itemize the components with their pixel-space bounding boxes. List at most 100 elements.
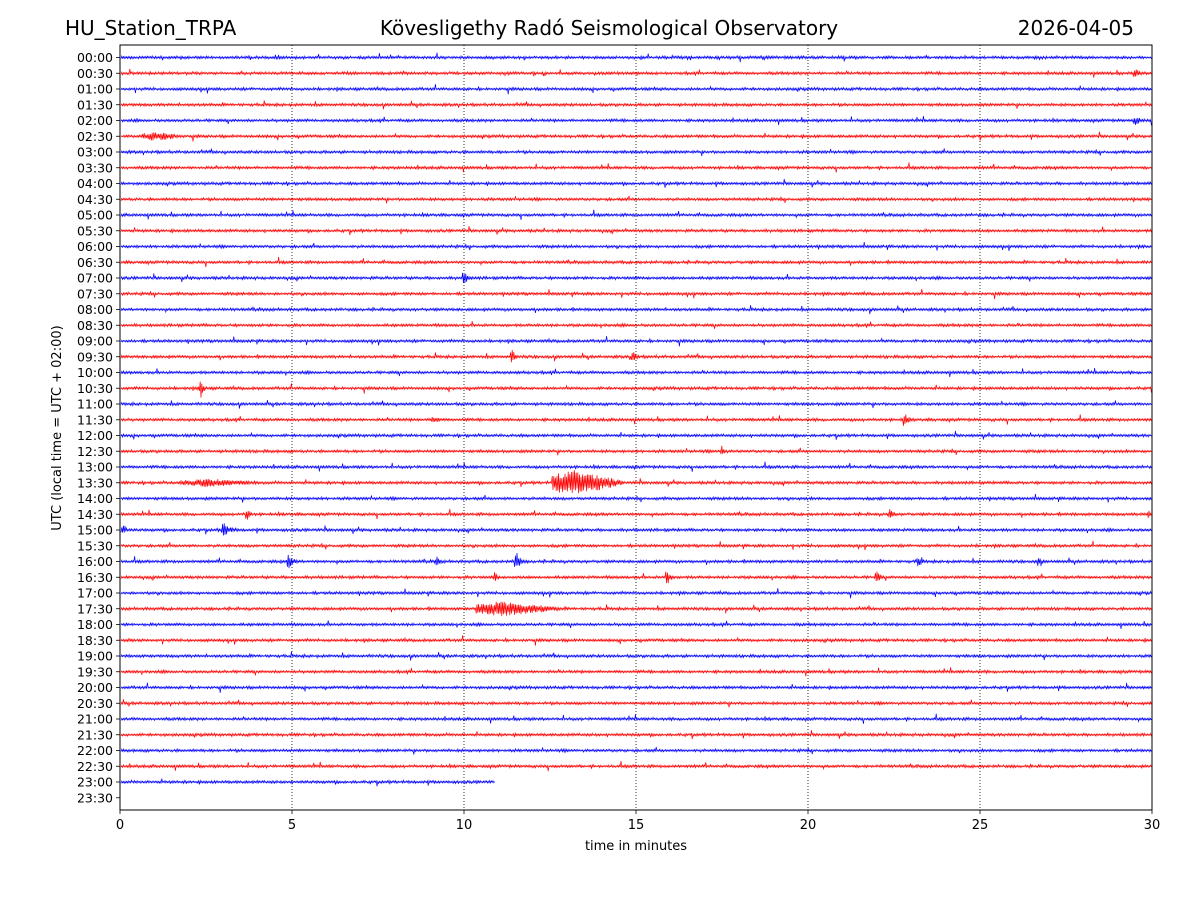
trace-0300 [120, 148, 1152, 157]
y-tick-label: 08:30 [77, 318, 113, 333]
trace-0600 [120, 241, 1152, 251]
y-tick-label: 00:30 [77, 66, 113, 81]
trace-0400 [120, 178, 1152, 188]
y-tick-label: 14:30 [77, 507, 113, 522]
observatory-title: Kövesligethy Radó Seismological Observat… [380, 16, 838, 40]
x-tick-label: 5 [288, 818, 296, 833]
x-gridlines [291, 45, 981, 810]
y-tick-label: 21:00 [77, 712, 113, 727]
trace-1630 [120, 571, 1152, 584]
trace-2230 [120, 760, 1152, 772]
y-tick-labels: 00:0000:3001:0001:3002:0002:3003:0003:30… [77, 50, 120, 805]
y-tick-label: 15:30 [77, 538, 113, 553]
trace-2100 [120, 713, 1152, 724]
trace-1930 [120, 667, 1152, 677]
station-title: HU_Station_TRPA [65, 16, 237, 40]
trace-0930 [120, 350, 1152, 363]
trace-1100 [120, 399, 1152, 409]
y-tick-label: 11:30 [77, 412, 113, 427]
y-tick-label: 07:00 [77, 271, 113, 286]
seismic-traces [120, 52, 1152, 787]
y-tick-label: 06:30 [77, 255, 113, 270]
y-tick-label: 04:30 [77, 192, 113, 207]
y-tick-label: 16:30 [77, 570, 113, 585]
y-tick-label: 12:30 [77, 444, 113, 459]
y-tick-label: 08:00 [77, 302, 113, 317]
trace-0530 [120, 226, 1152, 236]
trace-2130 [120, 730, 1152, 740]
y-tick-label: 02:00 [77, 113, 113, 128]
y-tick-label: 20:30 [77, 696, 113, 711]
trace-1000 [120, 368, 1152, 378]
trace-2200 [120, 746, 1152, 755]
trace-0200 [120, 116, 1152, 126]
trace-1730 [120, 601, 1152, 616]
trace-0900 [120, 336, 1152, 347]
x-tick-label: 10 [456, 818, 473, 833]
trace-0130 [120, 100, 1152, 110]
date-title: 2026-04-05 [1018, 16, 1134, 40]
trace-0630 [120, 256, 1152, 268]
x-axis-label: time in minutes [585, 839, 687, 854]
trace-1230 [120, 445, 1152, 456]
y-tick-label: 07:30 [77, 286, 113, 301]
trace-1830 [120, 635, 1152, 646]
x-tick-label: 30 [1144, 818, 1161, 833]
y-tick-label: 06:00 [77, 239, 113, 254]
y-tick-label: 16:00 [77, 554, 113, 569]
trace-0030 [120, 68, 1152, 78]
plot-frame [119, 44, 1153, 811]
trace-0500 [120, 209, 1152, 220]
trace-1300 [120, 461, 1152, 472]
trace-1330 [120, 470, 1152, 494]
y-tick-label: 09:30 [77, 349, 113, 364]
trace-0800 [120, 305, 1152, 315]
x-tick-label: 0 [116, 818, 124, 833]
trace-0230 [120, 131, 1152, 142]
y-tick-label: 18:00 [77, 617, 113, 632]
y-tick-label: 18:30 [77, 633, 113, 648]
y-tick-label: 10:00 [77, 365, 113, 380]
y-tick-label: 19:30 [77, 664, 113, 679]
x-tick-label: 15 [628, 818, 645, 833]
y-tick-label: 12:00 [77, 428, 113, 443]
y-tick-label: 03:30 [77, 160, 113, 175]
trace-1600 [120, 553, 1152, 569]
y-tick-label: 19:00 [77, 649, 113, 664]
trace-1400 [120, 493, 1152, 503]
y-tick-label: 01:30 [77, 97, 113, 112]
trace-1530 [120, 540, 1152, 551]
y-tick-label: 00:00 [77, 50, 113, 65]
y-tick-label: 13:30 [77, 475, 113, 490]
y-tick-label: 10:30 [77, 381, 113, 396]
x-tick-label: 25 [972, 818, 989, 833]
trace-0830 [120, 321, 1152, 329]
y-tick-label: 23:30 [77, 790, 113, 805]
trace-0430 [120, 195, 1152, 204]
y-tick-label: 02:30 [77, 129, 113, 144]
y-tick-label: 22:30 [77, 759, 113, 774]
trace-1030 [120, 381, 1152, 398]
trace-1130 [120, 414, 1152, 426]
y-tick-label: 05:30 [77, 223, 113, 238]
trace-2030 [120, 699, 1152, 708]
y-tick-label: 15:00 [77, 523, 113, 538]
y-tick-label: 17:00 [77, 586, 113, 601]
x-tick-label: 20 [800, 818, 817, 833]
trace-1430 [120, 508, 1152, 520]
y-tick-label: 13:00 [77, 460, 113, 475]
trace-2000 [120, 682, 1152, 693]
y-tick-label: 03:00 [77, 145, 113, 160]
trace-1900 [120, 651, 1152, 661]
trace-1500 [120, 523, 1152, 536]
trace-1200 [120, 430, 1152, 440]
y-tick-label: 20:00 [77, 680, 113, 695]
trace-0000 [120, 52, 1152, 63]
y-tick-label: 01:00 [77, 82, 113, 97]
y-tick-label: 23:00 [77, 775, 113, 790]
trace-1800 [120, 620, 1152, 630]
trace-1700 [120, 588, 1152, 599]
y-tick-label: 04:00 [77, 176, 113, 191]
trace-0700 [120, 272, 1152, 284]
